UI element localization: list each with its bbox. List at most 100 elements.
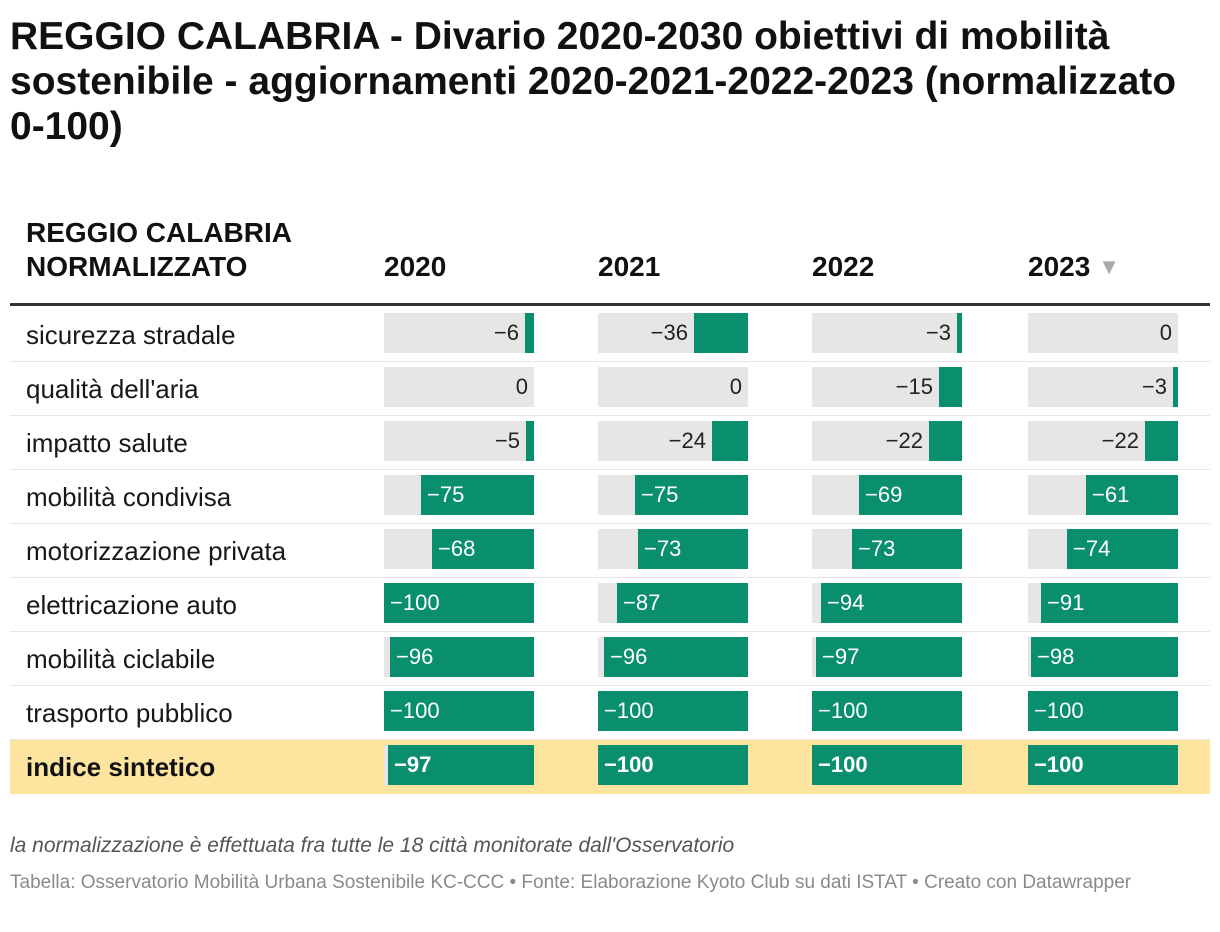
value-bar (859, 475, 962, 515)
value-bar (821, 583, 962, 623)
table-credit: Tabella: Osservatorio Mobilità Urbana So… (10, 872, 1132, 893)
value-label: −5 (494, 428, 520, 453)
bar-cell: −69 (812, 475, 962, 515)
value-label: −94 (827, 590, 865, 615)
value-label: −100 (1034, 698, 1084, 723)
bar-cell: 0 (384, 367, 534, 407)
row-label: mobilità condivisa (26, 482, 232, 512)
row-label: motorizzazione privata (26, 536, 287, 566)
value-label: −74 (1073, 536, 1111, 561)
column-header-label: 2023 (1028, 251, 1091, 282)
value-bar (598, 745, 748, 785)
value-bar (421, 475, 534, 515)
value-label: −100 (604, 698, 654, 723)
value-label: −75 (641, 482, 679, 507)
value-label: −97 (394, 752, 432, 777)
bar-cell: −91 (1028, 583, 1178, 623)
value-bar (1028, 745, 1178, 785)
value-bar (638, 529, 748, 569)
bar-cell: −3 (1028, 367, 1178, 407)
bar-cell: −100 (598, 691, 748, 731)
value-bar (384, 583, 534, 623)
value-bar (712, 421, 748, 461)
value-bar (812, 745, 962, 785)
row-label: trasporto pubblico (26, 698, 233, 728)
bar-cell: −96 (384, 637, 534, 677)
value-label: −22 (1101, 428, 1139, 453)
bar-cell: 0 (598, 367, 748, 407)
chart-title: REGGIO CALABRIA - Divario 2020-2030 obie… (10, 15, 1177, 148)
bar-cell: −3 (812, 313, 962, 353)
value-label: −98 (1037, 644, 1075, 669)
column-header-2021[interactable]: 2021 (598, 250, 660, 284)
row-label: impatto salute (26, 428, 188, 458)
value-bar (1173, 367, 1178, 407)
value-bar (598, 691, 748, 731)
column-header-2022[interactable]: 2022 (812, 250, 874, 284)
value-bar (1086, 475, 1178, 515)
value-bar (929, 421, 962, 461)
table-row: sicurezza stradale −6 −36 −3 0 (10, 308, 1210, 362)
value-label: −68 (438, 536, 476, 561)
value-bar (812, 691, 962, 731)
value-bar (816, 637, 962, 677)
bar-cell: −68 (384, 529, 534, 569)
value-bar (1145, 421, 1178, 461)
bar-cell: −96 (598, 637, 748, 677)
row-label: elettricazione auto (26, 590, 238, 620)
bar-cell: −100 (812, 691, 962, 731)
row-label: sicurezza stradale (26, 320, 236, 350)
bar-cell: −73 (812, 529, 962, 569)
value-bar (384, 691, 534, 731)
value-bar (617, 583, 748, 623)
table-row: elettricazione auto −100 −87 −94 −91 (10, 578, 1210, 632)
table-row: motorizzazione privata −68 −73 −73 −74 (10, 524, 1210, 578)
table-note: la normalizzazione è effettuata fra tutt… (10, 834, 735, 857)
table-row: trasporto pubblico −100 −100 −100 −100 (10, 686, 1210, 740)
value-label: −96 (396, 644, 434, 669)
bar-cell: −87 (598, 583, 748, 623)
value-label: −69 (865, 482, 903, 507)
value-label: −100 (1034, 752, 1084, 777)
value-bar (604, 637, 748, 677)
bar-cell: −100 (1028, 745, 1178, 785)
bar-cell: −100 (598, 745, 748, 785)
value-label: 0 (729, 374, 742, 399)
sort-descending-icon[interactable]: ▼ (1098, 254, 1121, 279)
value-bar (1028, 691, 1178, 731)
value-bar (939, 367, 962, 407)
column-header-label: 2021 (598, 251, 661, 282)
value-label: 0 (515, 374, 528, 399)
value-label: −73 (858, 536, 896, 561)
value-label: −91 (1047, 590, 1085, 615)
table-row: indice sintetico −97 −100 −100 −100 (10, 740, 1210, 794)
bar-cell: −97 (384, 745, 534, 785)
value-bar (957, 313, 962, 353)
table-row: qualità dell'aria 0 0 −15 −3 (10, 362, 1210, 416)
bar-cell: −75 (598, 475, 748, 515)
value-label: 0 (1159, 320, 1172, 345)
row-label: mobilità ciclabile (26, 644, 216, 674)
table-header: REGGIO CALABRIA NORMALIZZATO 2020 2021 202… (10, 216, 1210, 306)
value-bar (852, 529, 962, 569)
value-label: −3 (925, 320, 951, 345)
table-row: mobilità condivisa −75 −75 −69 −61 (10, 470, 1210, 524)
value-label: −73 (644, 536, 682, 561)
value-bar (1031, 637, 1178, 677)
value-bar (694, 313, 748, 353)
column-header-2020[interactable]: 2020 (384, 250, 446, 284)
bar-cell: −24 (598, 421, 748, 461)
column-header-2023[interactable]: 2023 ▼ (1028, 250, 1120, 284)
bar-cell: −74 (1028, 529, 1178, 569)
value-bar (1067, 529, 1178, 569)
bar-cell: −5 (384, 421, 534, 461)
bar-cell: −100 (812, 745, 962, 785)
value-label: −87 (623, 590, 661, 615)
value-label: −24 (668, 428, 706, 453)
bar-cell: −73 (598, 529, 748, 569)
bar-cell: −22 (1028, 421, 1178, 461)
value-bar (390, 637, 534, 677)
value-label: −100 (818, 698, 868, 723)
value-label: −100 (390, 698, 440, 723)
bar-cell: −36 (598, 313, 748, 353)
